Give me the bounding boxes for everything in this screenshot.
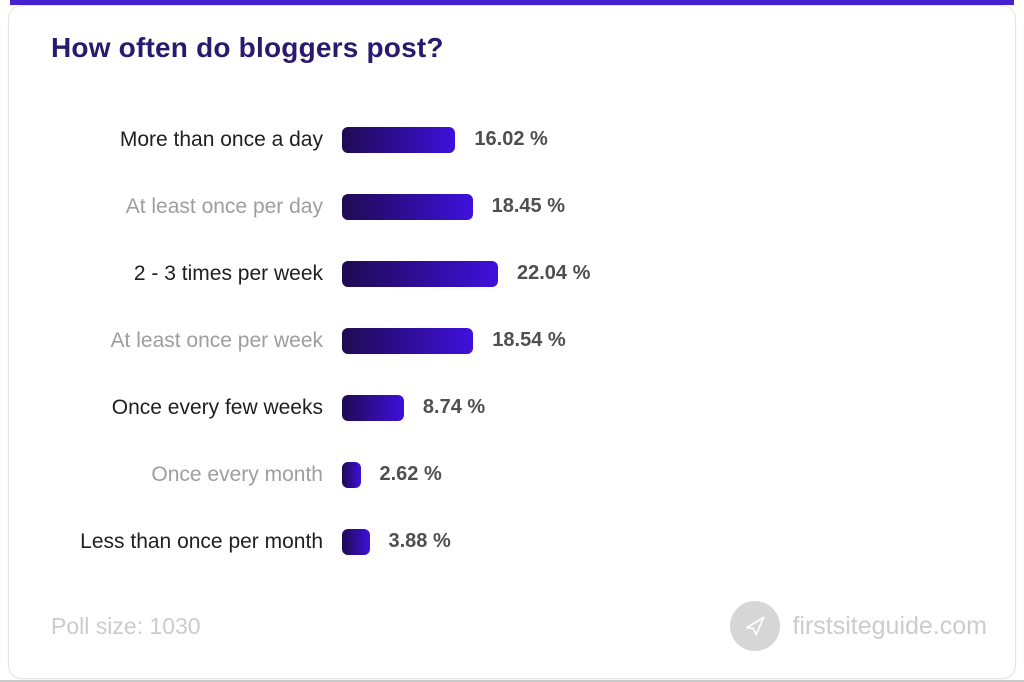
category-label: Less than once per month [80, 529, 323, 553]
bar [342, 260, 498, 287]
value-label: 3.88 % [388, 530, 451, 552]
value-label: 18.54 % [492, 329, 566, 351]
value-label: 22.04 % [517, 262, 591, 284]
chart-row: Less than once per month 3.88 % [51, 508, 1015, 575]
bar-chart: More than once a day 16.02 % At least once… [9, 106, 1015, 575]
chart-row: Once every few weeks 8.74 % [51, 374, 1015, 441]
category-label: At least once per day [125, 194, 323, 218]
poll-size-label: Poll size: 1030 [51, 612, 201, 639]
bar [342, 193, 473, 220]
value-label: 16.02 % [474, 128, 548, 150]
value-label: 18.45 % [491, 195, 565, 217]
paper-plane-icon [730, 601, 781, 651]
brand: firstsiteguide.com [730, 601, 987, 651]
value-label: 8.74 % [422, 396, 486, 418]
chart-title: How often do bloggers post? [51, 32, 444, 63]
bar [342, 528, 370, 555]
bar [342, 394, 404, 421]
chart-row: At least once per day 18.45 % [51, 173, 1015, 240]
category-label: At least once per week [110, 328, 323, 352]
category-label: Once every few weeks [111, 395, 323, 419]
chart-row: Once every month 2.62 % [51, 441, 1015, 508]
brand-text: firstsiteguide.com [792, 611, 987, 640]
footer: Poll size: 1030 firstsiteguide.com [9, 601, 1015, 651]
chart-card: How often do bloggers post? More than on… [8, 5, 1016, 679]
bar [342, 461, 361, 488]
bottom-divider [0, 680, 1024, 682]
chart-row: At least once per week 18.54 % [51, 307, 1015, 374]
bar [342, 327, 474, 354]
top-accent-strip [10, 0, 1014, 5]
value-label: 2.62 % [379, 463, 442, 485]
category-label: 2 - 3 times per week [133, 261, 323, 285]
category-label: Once every month [151, 462, 323, 486]
chart-row: More than once a day 16.02 % [51, 106, 1015, 173]
chart-row: 2 - 3 times per week 22.04 % [51, 240, 1015, 307]
bar [342, 126, 456, 153]
category-label: More than once a day [119, 127, 323, 151]
